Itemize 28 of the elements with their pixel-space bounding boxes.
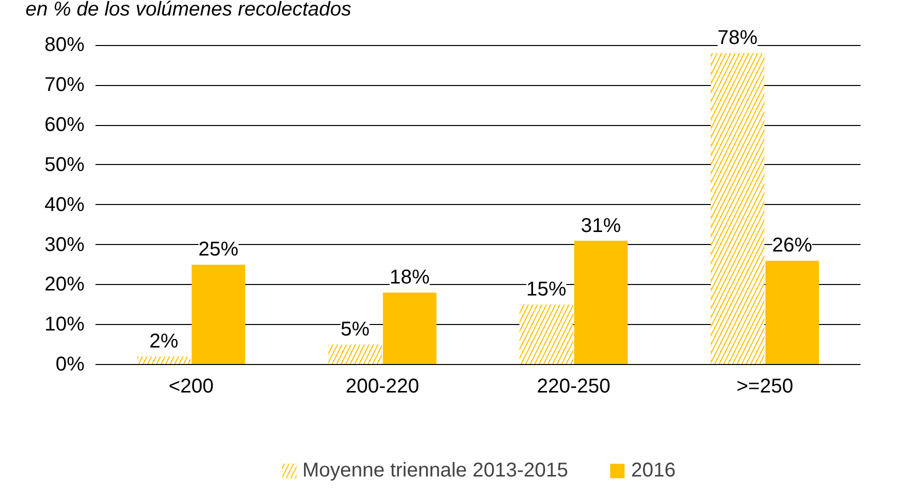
x-tick-label: 200-220 <box>346 376 420 398</box>
bar <box>382 292 436 364</box>
data-label: 26% <box>772 234 812 257</box>
y-tick-label: 80% <box>44 34 85 56</box>
data-label: 15% <box>526 278 567 301</box>
x-tick-label: <200 <box>168 376 214 398</box>
y-tick-label: 10% <box>44 314 85 336</box>
y-tick-label: 30% <box>44 234 85 256</box>
y-tick-label: 60% <box>44 114 85 136</box>
legend-label: Moyenne triennale 2013-2015 <box>302 459 568 482</box>
x-tick-label: 220-250 <box>536 376 610 398</box>
y-tick-label: 0% <box>56 354 85 376</box>
bar <box>192 264 246 364</box>
bar <box>765 260 819 364</box>
data-label: 25% <box>198 238 239 261</box>
y-tick-label: 50% <box>44 154 85 176</box>
data-label: 18% <box>390 266 430 289</box>
y-tick-label: 40% <box>44 194 85 216</box>
chart-title: en % de los volúmenes recolectados <box>26 0 352 20</box>
legend-label: 2016 <box>631 459 676 482</box>
data-label: 78% <box>718 27 758 50</box>
data-label: 2% <box>149 330 178 353</box>
y-tick-label: 20% <box>44 274 85 296</box>
bar <box>574 240 628 364</box>
data-label: 5% <box>340 318 370 341</box>
x-tick-label: >=250 <box>736 376 794 398</box>
y-tick-label: 70% <box>44 74 85 96</box>
data-label: 31% <box>580 214 622 237</box>
